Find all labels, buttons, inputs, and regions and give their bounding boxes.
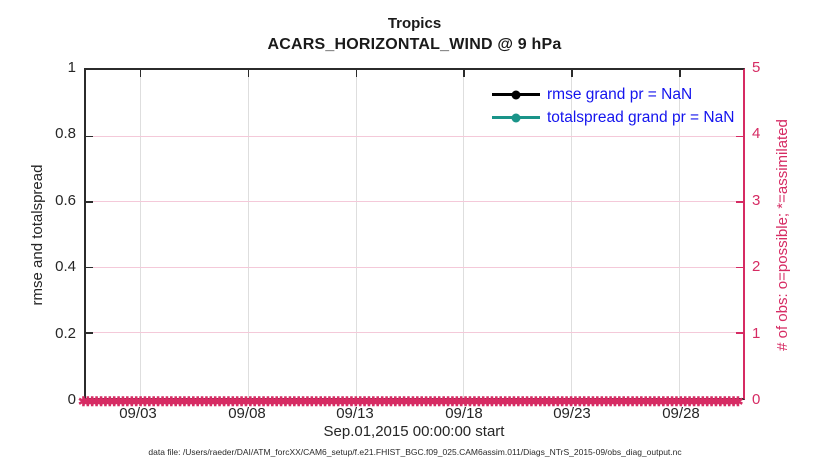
right-y-tick-label: 4 [752, 125, 761, 142]
x-tick-label: 09/03 [119, 405, 157, 422]
gridline-vertical [571, 70, 573, 398]
gridline-vertical [463, 70, 465, 398]
right-y-axis-tick [736, 266, 743, 269]
gridline-horizontal [86, 201, 743, 203]
left-y-axis-tick [86, 332, 93, 334]
left-y-tick-label: 0.8 [55, 125, 76, 142]
gridline-horizontal [86, 266, 743, 268]
left-y-tick-label: 0.2 [55, 325, 76, 342]
legend-label: rmse grand pr = NaN [547, 85, 693, 103]
left-y-axis-tick [86, 266, 93, 269]
left-y-tick-label: 0 [67, 391, 76, 408]
x-tick-label: 09/23 [553, 405, 591, 422]
chart-title: Tropics [387, 15, 442, 32]
right-y-tick-label: 3 [752, 192, 761, 209]
legend-label: totalspread grand pr = NaN [547, 108, 735, 126]
x-tick-label: 09/28 [662, 405, 700, 422]
right-y-axis-label: # of obs: o=possible; *=assimilated [774, 119, 791, 351]
x-tick-label: 09/18 [445, 405, 483, 422]
gridline-horizontal [86, 332, 743, 334]
x-axis-tick [247, 70, 250, 77]
left-y-tick-label: 0.4 [55, 258, 76, 275]
x-axis-label: Sep.01,2015 00:00:00 start [323, 423, 505, 440]
legend: rmse grand pr = NaN totalspread grand pr… [492, 83, 734, 129]
x-axis-tick [355, 70, 357, 77]
legend-item-rmse: rmse grand pr = NaN [492, 83, 734, 106]
right-y-axis-tick [736, 135, 743, 138]
rmse-line-sample [492, 93, 540, 96]
x-axis-tick [571, 70, 573, 77]
totalspread-line-sample [492, 116, 540, 119]
right-y-tick-label: 5 [752, 59, 761, 76]
gridline-vertical [679, 70, 681, 398]
x-axis-tick [679, 70, 681, 77]
left-y-axis-tick [86, 135, 93, 138]
right-y-axis-tick [736, 201, 743, 203]
data-file-footnote: data file: /Users/raeder/DAI/ATM_forcXX/… [148, 447, 682, 457]
x-tick-label: 09/08 [228, 405, 266, 422]
right-y-tick-label: 0 [752, 391, 761, 408]
legend-item-totalspread: totalspread grand pr = NaN [492, 106, 734, 129]
left-y-tick-label: 0.6 [55, 192, 76, 209]
left-y-axis-tick [86, 201, 93, 203]
gridline-vertical [247, 70, 249, 398]
chart-title-block: Tropics ACARS_HORIZONTAL_WIND @ 9 hPa [84, 14, 745, 56]
right-y-axis-tick [736, 332, 743, 334]
right-y-tick-label: 2 [752, 258, 761, 275]
obs-marker-band: ✱✱✱✱✱✱✱✱✱✱✱✱✱✱✱✱✱✱✱✱✱✱✱✱✱✱✱✱✱✱✱✱✱✱✱✱✱✱✱✱… [78, 394, 743, 409]
right-y-tick-label: 1 [752, 325, 761, 342]
plot-area: rmse grand pr = NaN totalspread grand pr… [78, 68, 745, 409]
left-y-tick-label: 1 [67, 59, 76, 76]
gridline-horizontal [86, 135, 743, 137]
x-tick-label: 09/13 [336, 405, 374, 422]
x-axis-tick [139, 70, 142, 77]
x-axis-tick [463, 70, 465, 77]
gridline-vertical [139, 70, 141, 398]
gridline-vertical [355, 70, 357, 398]
chart-subtitle: ACARS_HORIZONTAL_WIND @ 9 hPa [267, 36, 562, 54]
